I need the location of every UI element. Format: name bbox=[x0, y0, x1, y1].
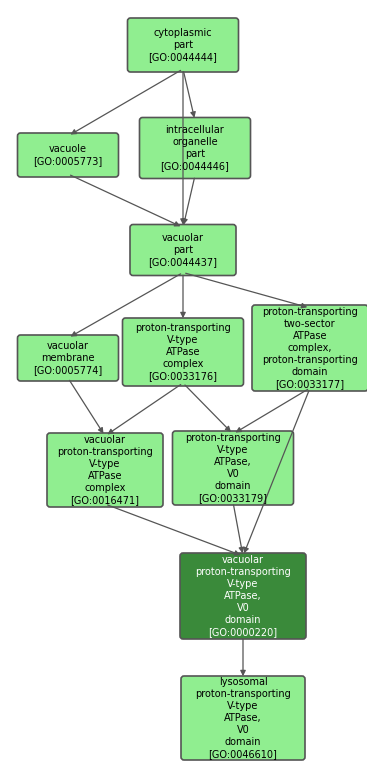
Text: intracellular
organelle
part
[GO:0044446]: intracellular organelle part [GO:0044446… bbox=[161, 125, 229, 171]
Text: proton-transporting
V-type
ATPase
complex
[GO:0033176]: proton-transporting V-type ATPase comple… bbox=[135, 323, 231, 381]
FancyBboxPatch shape bbox=[127, 18, 239, 72]
FancyBboxPatch shape bbox=[18, 335, 119, 381]
FancyBboxPatch shape bbox=[123, 318, 243, 386]
FancyBboxPatch shape bbox=[139, 118, 251, 179]
Text: proton-transporting
two-sector
ATPase
complex,
proton-transporting
domain
[GO:00: proton-transporting two-sector ATPase co… bbox=[262, 307, 358, 389]
FancyBboxPatch shape bbox=[47, 433, 163, 507]
FancyBboxPatch shape bbox=[252, 305, 367, 391]
FancyBboxPatch shape bbox=[18, 133, 119, 177]
Text: proton-transporting
V-type
ATPase,
V0
domain
[GO:0033179]: proton-transporting V-type ATPase, V0 do… bbox=[185, 433, 281, 503]
Text: cytoplasmic
part
[GO:0044444]: cytoplasmic part [GO:0044444] bbox=[149, 28, 217, 62]
FancyBboxPatch shape bbox=[180, 553, 306, 639]
Text: vacuolar
proton-transporting
V-type
ATPase,
V0
domain
[GO:0000220]: vacuolar proton-transporting V-type ATPa… bbox=[195, 555, 291, 637]
FancyBboxPatch shape bbox=[172, 431, 294, 505]
Text: vacuole
[GO:0005773]: vacuole [GO:0005773] bbox=[33, 144, 103, 166]
FancyBboxPatch shape bbox=[181, 676, 305, 760]
FancyBboxPatch shape bbox=[130, 224, 236, 276]
Text: lysosomal
proton-transporting
V-type
ATPase,
V0
domain
[GO:0046610]: lysosomal proton-transporting V-type ATP… bbox=[195, 677, 291, 759]
Text: vacuolar
membrane
[GO:0005774]: vacuolar membrane [GO:0005774] bbox=[33, 341, 103, 375]
Text: vacuolar
part
[GO:0044437]: vacuolar part [GO:0044437] bbox=[149, 233, 218, 267]
Text: vacuolar
proton-transporting
V-type
ATPase
complex
[GO:0016471]: vacuolar proton-transporting V-type ATPa… bbox=[57, 435, 153, 505]
